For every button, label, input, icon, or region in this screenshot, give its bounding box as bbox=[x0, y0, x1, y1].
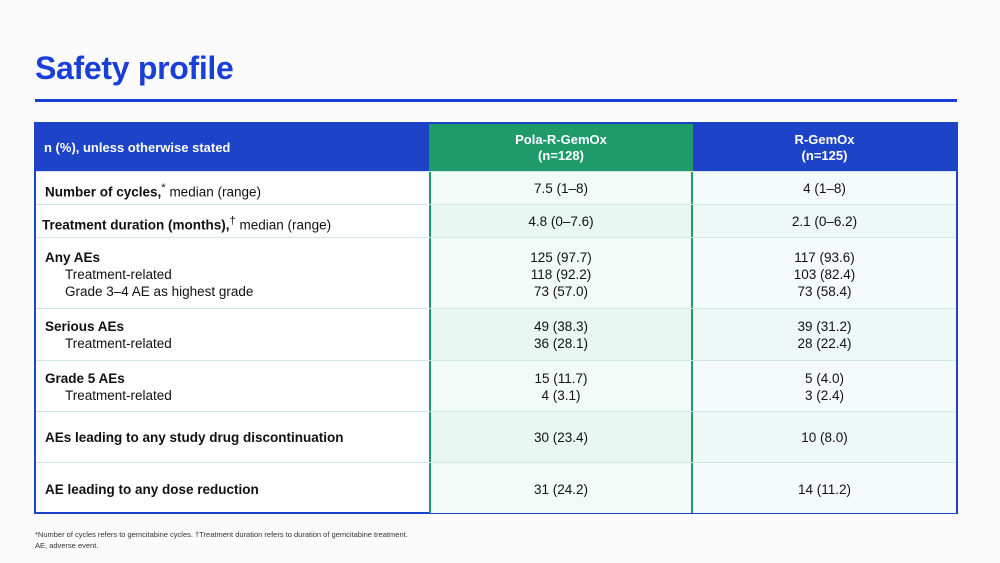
row-value-pola: 15 (11.7) 4 (3.1) bbox=[429, 361, 693, 412]
row-label: Any AEs Treatment-related Grade 3–4 AE a… bbox=[36, 238, 429, 309]
row-label-bold: Any AEs bbox=[45, 250, 101, 265]
row-label-bold: Treatment duration (months), bbox=[42, 217, 230, 233]
row-label-bold: Grade 5 AEs bbox=[45, 371, 125, 386]
value: 39 (31.2) bbox=[797, 319, 852, 334]
page-title: Safety profile bbox=[35, 50, 234, 86]
header-r-gemox: R-GemOx (n=125) bbox=[693, 124, 956, 171]
value: 36 (28.1) bbox=[533, 336, 589, 351]
row-sublabel: Treatment-related bbox=[65, 267, 172, 282]
value: 117 (93.6) bbox=[794, 250, 855, 265]
row-label-rest: median (range) bbox=[235, 217, 332, 233]
title-underline bbox=[35, 99, 957, 102]
row-value-rgemox: 2.1 (0–6.2) bbox=[693, 205, 956, 238]
row-value-pola: 4.8 (0–7.6) bbox=[429, 205, 693, 238]
row-value-pola: 125 (97.7) 118 (92.2) 73 (57.0) bbox=[429, 238, 693, 309]
table-row: Number of cycles,* median (range) 7.5 (1… bbox=[36, 171, 956, 205]
row-value-rgemox: 4 (1–8) bbox=[693, 172, 956, 205]
table-row: Treatment duration (months),† median (ra… bbox=[36, 204, 956, 238]
value: 28 (22.4) bbox=[797, 336, 852, 351]
row-value-rgemox: 14 (11.2) bbox=[693, 463, 956, 513]
row-label: AE leading to any dose reduction bbox=[36, 463, 429, 513]
header-rgemox-name: R-GemOx bbox=[794, 131, 855, 147]
header-label: n (%), unless otherwise stated bbox=[36, 124, 429, 171]
table-row: Serious AEs Treatment-related 49 (38.3) … bbox=[36, 308, 956, 361]
value: 73 (58.4) bbox=[797, 284, 852, 299]
value: 3 (2.4) bbox=[804, 388, 845, 403]
row-sublabel: Treatment-related bbox=[65, 336, 172, 351]
value: 4 (3.1) bbox=[541, 388, 581, 403]
table-row: AE leading to any dose reduction 31 (24.… bbox=[36, 462, 956, 513]
value: 103 (82.4) bbox=[793, 267, 856, 282]
footnote: *Number of cycles refers to gemcitabine … bbox=[35, 529, 408, 551]
table-header-row: n (%), unless otherwise stated Pola-R-Ge… bbox=[36, 124, 956, 171]
footnote-line: *Number of cycles refers to gemcitabine … bbox=[35, 530, 408, 539]
row-label: Serious AEs Treatment-related bbox=[36, 309, 429, 361]
row-value-rgemox: 117 (93.6) 103 (82.4) 73 (58.4) bbox=[693, 238, 956, 309]
row-value-pola: 31 (24.2) bbox=[429, 463, 693, 513]
row-value-rgemox: 5 (4.0) 3 (2.4) bbox=[693, 361, 956, 412]
table-row: Grade 5 AEs Treatment-related 15 (11.7) … bbox=[36, 360, 956, 412]
row-value-rgemox: 10 (8.0) bbox=[693, 412, 956, 463]
row-label: Number of cycles,* median (range) bbox=[36, 172, 429, 205]
value: 5 (4.0) bbox=[804, 371, 845, 386]
row-label-footnote-mark: * bbox=[161, 182, 166, 194]
row-value-pola: 30 (23.4) bbox=[429, 412, 693, 463]
header-pola-name: Pola-R-GemOx bbox=[515, 131, 607, 147]
row-label: AEs leading to any study drug discontinu… bbox=[36, 412, 429, 463]
row-label-bold: AEs leading to any study drug discontinu… bbox=[45, 430, 344, 445]
footnote-line: AE, adverse event. bbox=[35, 541, 99, 550]
row-value-pola: 7.5 (1–8) bbox=[429, 172, 693, 205]
row-sublabel: Grade 3–4 AE as highest grade bbox=[65, 284, 254, 299]
value: 73 (57.0) bbox=[533, 284, 589, 299]
row-label: Grade 5 AEs Treatment-related bbox=[36, 361, 429, 412]
row-sublabel: Treatment-related bbox=[65, 388, 172, 403]
value: 118 (92.2) bbox=[530, 267, 592, 282]
row-label-bold: Serious AEs bbox=[45, 319, 125, 334]
row-label-bold: AE leading to any dose reduction bbox=[45, 482, 259, 497]
row-value-pola: 49 (38.3) 36 (28.1) bbox=[429, 309, 693, 361]
value: 125 (97.7) bbox=[530, 250, 592, 265]
value: 49 (38.3) bbox=[533, 319, 589, 334]
value: 15 (11.7) bbox=[534, 371, 588, 386]
row-label: Treatment duration (months),† median (ra… bbox=[36, 205, 429, 238]
row-label-footnote-mark: † bbox=[229, 215, 236, 227]
table-row: Any AEs Treatment-related Grade 3–4 AE a… bbox=[36, 237, 956, 309]
table-row: AEs leading to any study drug discontinu… bbox=[36, 411, 956, 463]
row-label-bold: Number of cycles, bbox=[45, 184, 162, 200]
safety-table: n (%), unless otherwise stated Pola-R-Ge… bbox=[34, 122, 958, 514]
header-pola-n: (n=128) bbox=[538, 147, 584, 163]
row-label-rest: median (range) bbox=[165, 184, 261, 200]
header-pola-r-gemox: Pola-R-GemOx (n=128) bbox=[429, 124, 693, 171]
row-value-rgemox: 39 (31.2) 28 (22.4) bbox=[693, 309, 956, 361]
header-rgemox-n: (n=125) bbox=[801, 147, 848, 163]
